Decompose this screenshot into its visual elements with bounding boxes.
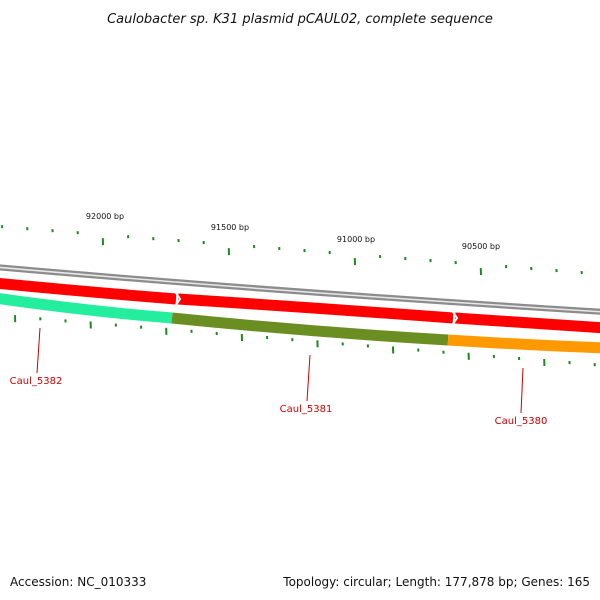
ruler-label-92000: 92000 bp <box>86 212 124 221</box>
ruler-ticks <box>1 225 583 276</box>
ruler-label-90500: 90500 bp <box>462 242 500 251</box>
genome-summary-text: Topology: circular; Length: 177,878 bp; … <box>282 575 590 589</box>
gene-caul-5382[interactable] <box>0 293 173 324</box>
forward-gene-segment <box>0 277 177 305</box>
gene-leader-line <box>36 327 41 374</box>
gene-leader-line <box>306 354 311 402</box>
strand-arrow-icon <box>175 292 182 306</box>
gene-label-caul-5380[interactable]: Caul_5380 <box>495 416 548 427</box>
map-title: Caulobacter sp. K31 plasmid pCAUL02, com… <box>107 12 493 27</box>
gene-label-caul-5381[interactable]: Caul_5381 <box>280 404 333 415</box>
gene-caul-5380[interactable] <box>447 334 600 354</box>
gene-label-caul-5382[interactable]: Caul_5382 <box>10 376 63 387</box>
plasmid-backbone-highlight <box>0 266 600 313</box>
accession-text: Accession: NC_010333 <box>10 575 146 589</box>
gene-caul-5381[interactable] <box>171 312 449 346</box>
ruler-label-91000: 91000 bp <box>337 235 375 244</box>
forward-gene-segment <box>177 293 454 324</box>
forward-strand <box>0 277 600 334</box>
strand-arrow-icon <box>452 311 459 325</box>
forward-gene-segment <box>454 312 600 334</box>
gene-leader-line <box>520 367 524 414</box>
gene-track <box>0 293 600 354</box>
ruler-label-91500: 91500 bp <box>211 223 249 232</box>
lower-ticks <box>14 315 596 367</box>
